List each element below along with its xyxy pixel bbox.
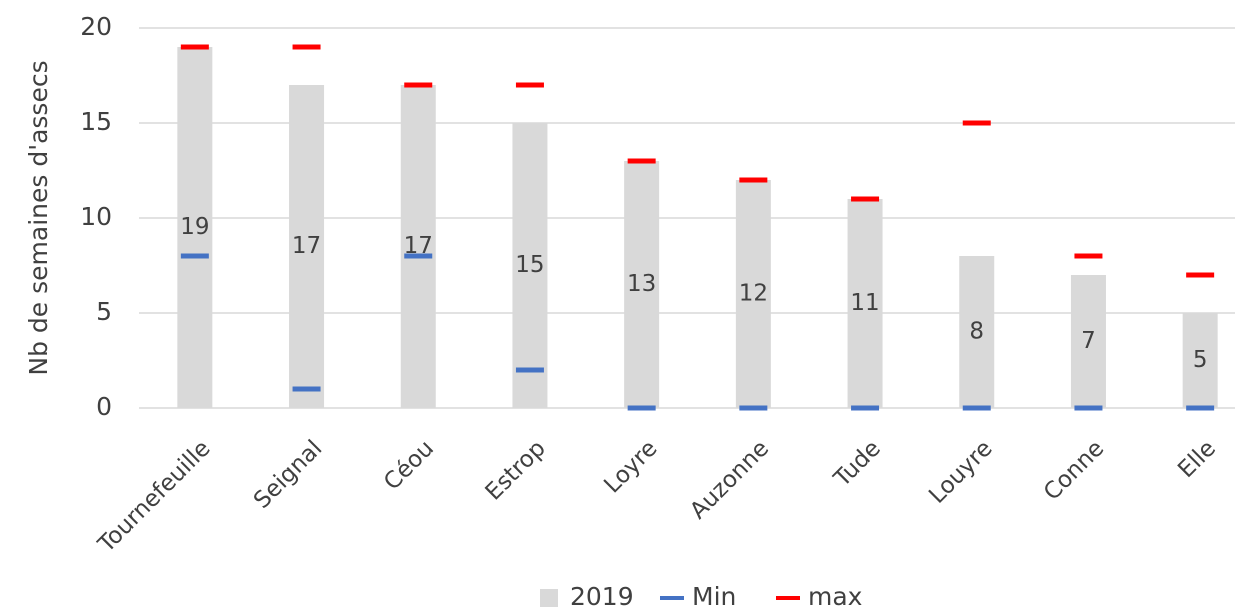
- data-label: 19: [180, 214, 209, 240]
- data-label: 13: [627, 271, 656, 297]
- legend-label: 2019: [570, 582, 634, 611]
- data-label: 7: [1081, 328, 1096, 354]
- bar: [177, 47, 213, 408]
- data-label: 11: [850, 290, 879, 316]
- x-tick-label: Estrop: [481, 435, 551, 505]
- x-tick-label: Seignal: [249, 435, 327, 513]
- data-label: 5: [1193, 347, 1208, 373]
- data-label: 15: [515, 252, 544, 278]
- y-tick-label: 20: [80, 12, 112, 41]
- data-label: 8: [969, 319, 984, 345]
- y-tick-label: 15: [80, 107, 112, 136]
- y-axis-title: Nb de semaines d'assecs: [24, 60, 53, 375]
- bar: [847, 199, 883, 408]
- bar: [400, 85, 436, 408]
- legend-swatch: [540, 589, 558, 607]
- data-label: 17: [292, 233, 321, 259]
- legend-label: Min: [692, 582, 736, 611]
- bar: [1182, 313, 1218, 408]
- bar: [735, 180, 771, 408]
- data-label: 17: [404, 233, 433, 259]
- x-tick-label: Conne: [1039, 435, 1109, 505]
- x-tick-label: Céou: [379, 435, 439, 495]
- bar: [289, 85, 325, 408]
- legend-label: max: [808, 582, 862, 611]
- x-tick-label: Auzonne: [685, 435, 774, 524]
- x-tick-label: Tude: [829, 435, 886, 492]
- bar: [1070, 275, 1106, 408]
- bar: [959, 256, 995, 408]
- x-tick-label: Elle: [1173, 435, 1221, 483]
- x-tick-label: Tournefeuille: [93, 435, 216, 558]
- bar: [512, 123, 548, 408]
- y-tick-label: 0: [96, 392, 112, 421]
- bar: [624, 161, 660, 408]
- x-tick-label: Louyre: [924, 435, 997, 508]
- y-tick-label: 5: [96, 297, 112, 326]
- y-tick-label: 10: [80, 202, 112, 231]
- x-tick-label: Loyre: [599, 435, 662, 498]
- data-label: 12: [739, 281, 768, 307]
